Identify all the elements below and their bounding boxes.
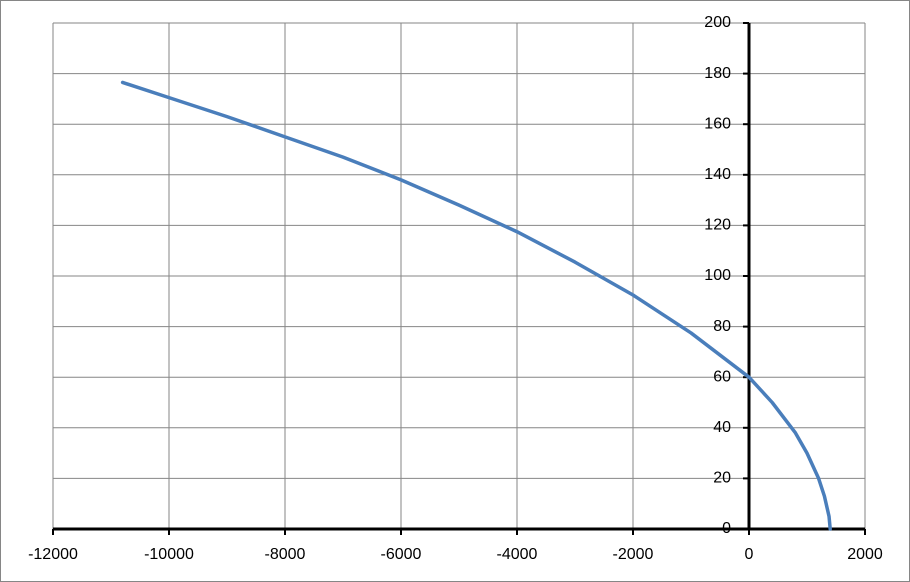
x-tick-label: -2000	[613, 546, 654, 563]
y-tick-label: 60	[713, 368, 731, 385]
y-tick-label: 20	[713, 470, 731, 487]
y-tick-label: 80	[713, 318, 731, 335]
x-tick-label: -10000	[144, 546, 194, 563]
y-tick-label: 40	[713, 419, 731, 436]
x-tick-label: -6000	[381, 546, 422, 563]
x-tick-label: 0	[745, 546, 754, 563]
x-tick-label: -4000	[497, 546, 538, 563]
y-tick-label: 100	[704, 267, 731, 284]
y-tick-label: 200	[704, 14, 731, 31]
x-tick-label: -12000	[28, 546, 78, 563]
data-line	[120, 80, 832, 531]
y-tick-label: 140	[704, 166, 731, 183]
y-tick-label: 160	[704, 115, 731, 132]
y-tick-label: 120	[704, 217, 731, 234]
x-tick-label: 2000	[847, 546, 883, 563]
y-tick-label: 0	[722, 520, 731, 537]
y-tick-label: 180	[704, 65, 731, 82]
x-tick-label: -8000	[265, 546, 306, 563]
